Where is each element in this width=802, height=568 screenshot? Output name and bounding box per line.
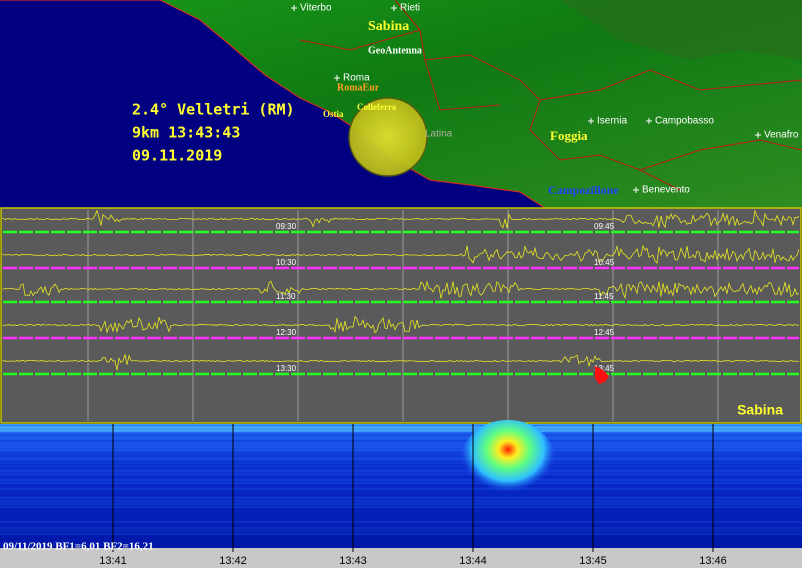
- event-marker: [595, 366, 609, 384]
- map-label: RomaEur: [337, 82, 380, 93]
- city-marker: [646, 118, 652, 124]
- sea: [0, 0, 545, 208]
- time-axis-label: 13:46: [699, 555, 727, 567]
- city-marker: [334, 75, 340, 81]
- map-label: Ostia: [323, 109, 344, 119]
- city-marker: [291, 5, 297, 11]
- station-name: Sabina: [737, 402, 783, 418]
- map-label: Isernia: [597, 116, 627, 127]
- city-marker: [391, 5, 397, 11]
- map-label: GeoAntenna: [368, 45, 422, 56]
- event-date: 09.11.2019: [132, 147, 222, 165]
- map: 2.4° Velletri (RM) 9km 13:43:43 09.11.20…: [0, 0, 802, 209]
- time-axis-bar: [0, 548, 802, 568]
- map-label: Campozillone: [548, 183, 619, 197]
- trace-time-label: 10:45: [594, 258, 615, 267]
- seismic-trace: [2, 315, 799, 334]
- spectrogram-info: 09/11/2019 BF1=6,01 BF2=16,21: [3, 541, 154, 553]
- trace-time-label: 13:30: [276, 364, 297, 373]
- coastline: [0, 0, 546, 209]
- seismic-trace: [2, 280, 800, 300]
- trace-time-label: 09:45: [594, 222, 615, 231]
- map-label: Campobasso: [655, 116, 714, 127]
- trace-time-label: 12:30: [276, 328, 297, 337]
- event-location: 2.4° Velletri (RM): [132, 101, 295, 119]
- map-label: Venafro: [764, 130, 799, 141]
- trace-time-label: 12:45: [594, 328, 615, 337]
- city-marker: [633, 187, 639, 193]
- time-axis-label: 13:44: [459, 555, 487, 567]
- seismic-trace: [2, 244, 800, 264]
- map-label: Rieti: [400, 3, 420, 14]
- spectrogram-event: [460, 420, 556, 504]
- trace-time-label: 11:30: [276, 292, 296, 301]
- city-marker: [755, 132, 761, 138]
- map-label: Sabina: [368, 19, 409, 34]
- seismic-trace: [2, 209, 800, 229]
- city-marker: [588, 118, 594, 124]
- trace-time-label: 10:30: [276, 258, 297, 267]
- spectrogram: [0, 424, 802, 548]
- mountains: [560, 0, 802, 60]
- spectrogram-band: [0, 426, 802, 432]
- event-depth-time: 9km 13:43:43: [132, 124, 240, 142]
- trace-time-label: 13:45: [594, 364, 615, 373]
- map-label: Roma: [343, 73, 370, 84]
- trace-time-label: 11:45: [594, 292, 614, 301]
- map-label: Latina: [425, 129, 453, 140]
- seismogram-panel: [0, 207, 802, 424]
- time-axis-label: 13:45: [579, 555, 607, 567]
- region-borders: [299, 0, 802, 191]
- map-label: Colleferro: [357, 102, 397, 112]
- map-label: Foggia: [550, 128, 588, 143]
- time-axis-label: 13:43: [339, 555, 367, 567]
- map-label: Benevento: [642, 185, 690, 196]
- map-label: Viterbo: [300, 3, 332, 14]
- time-axis-label: 13:41: [99, 555, 127, 567]
- event-circle: [348, 97, 428, 177]
- seismic-trace: [2, 354, 800, 371]
- trace-time-label: 09:30: [276, 222, 297, 231]
- time-axis-label: 13:42: [219, 555, 247, 567]
